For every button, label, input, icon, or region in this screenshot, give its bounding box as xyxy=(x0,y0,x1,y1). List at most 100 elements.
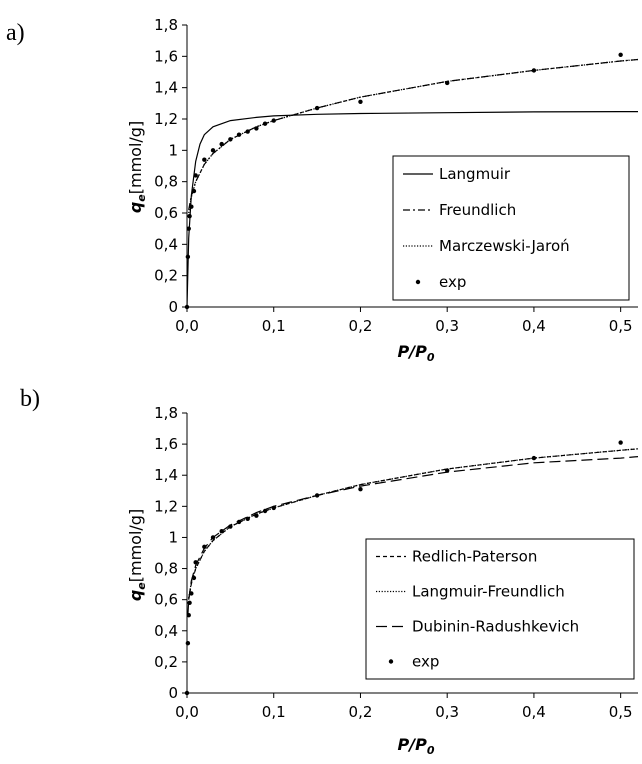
data-point-exp xyxy=(618,52,623,57)
series-line-dubinin-radushkevich xyxy=(187,456,639,616)
legend-label-exp: exp xyxy=(412,653,439,671)
legend-box-a xyxy=(392,155,630,301)
x-tick-label: 0,0 xyxy=(175,317,199,335)
legend-b: Redlich-Paterson Langmuir-Freundlich Dubin… xyxy=(365,538,635,680)
y-axis-unit-b: [mmol/g] xyxy=(126,509,145,582)
data-point-exp xyxy=(358,99,363,104)
y-axis-symbol-a: q xyxy=(126,202,145,213)
data-point-exp xyxy=(193,173,198,178)
data-point-exp xyxy=(228,524,233,529)
x-axis-subscript-b: 0 xyxy=(427,744,435,757)
y-tick-label: 1,2 xyxy=(154,110,178,128)
y-tick-label: 1,8 xyxy=(154,404,178,422)
y-tick-label: 0,2 xyxy=(154,267,178,285)
y-tick-label: 1,6 xyxy=(154,435,178,453)
data-point-exp xyxy=(314,493,320,498)
y-tick-label: 1,6 xyxy=(154,47,178,65)
data-point-exp xyxy=(236,519,242,525)
y-tick-label: 1,8 xyxy=(154,16,178,34)
y-tick-label: 0,8 xyxy=(154,560,178,578)
series-line-langmuir xyxy=(186,110,638,308)
legend-a: Langmuir Freundlich Marczewski-Jaroń exp xyxy=(392,155,630,301)
x-tick-label: 0,4 xyxy=(522,703,546,721)
data-point-exp xyxy=(358,487,363,492)
y-axis-subscript-a: e xyxy=(135,194,148,202)
legend-box-b xyxy=(365,538,635,680)
x-tick-label: 0,5 xyxy=(609,317,633,335)
data-point-exp xyxy=(219,529,224,534)
data-point-exp xyxy=(228,137,233,142)
data-point-exp xyxy=(202,157,207,162)
marks-a xyxy=(184,52,639,310)
data-point-exp xyxy=(184,304,190,310)
data-point-exp xyxy=(271,118,276,123)
y-tick-label: 0 xyxy=(168,298,178,316)
legend-swatch-exp xyxy=(388,659,394,664)
data-point-exp xyxy=(271,505,276,511)
y-tick-label: 1,2 xyxy=(154,497,178,515)
legend-items-a: Langmuir Freundlich Marczewski-Jaroń exp xyxy=(403,165,570,291)
y-tick-label: 0,6 xyxy=(154,204,178,222)
y-tick-label: 0 xyxy=(168,684,178,702)
y-axis-unit-a: [mmol/g] xyxy=(126,121,145,194)
panel-label-b: b) xyxy=(20,386,40,412)
y-tick-label: 0,4 xyxy=(154,235,178,253)
y-tick-label: 0,4 xyxy=(154,622,178,640)
legend-label-redlich-paterson: Redlich-Paterson xyxy=(412,548,537,566)
chart-panel-a: a) qe[mmol/g] P/P0 00,20,40,60,811,21,41… xyxy=(6,16,639,364)
data-point-exp xyxy=(618,440,623,445)
data-point-exp xyxy=(245,129,250,134)
legend-items-b: Redlich-Paterson Langmuir-Freundlich Dubin… xyxy=(376,548,579,671)
x-tick-label: 0,1 xyxy=(262,317,286,335)
y-axis-subscript-b: e xyxy=(135,582,148,590)
legend-label-langmuir-freundlich: Langmuir-Freundlich xyxy=(412,583,565,601)
data-point-exp xyxy=(191,188,197,194)
data-point-exp xyxy=(444,80,450,86)
x-axis-main-a: P/P xyxy=(398,342,428,361)
x-tick-label: 0,4 xyxy=(522,317,546,335)
data-point-exp xyxy=(236,132,242,137)
x-tick-label: 0,1 xyxy=(262,703,286,721)
x-axis-title-a: P/P0 xyxy=(398,342,435,364)
y-axis-title-a: qe[mmol/g] xyxy=(126,121,148,213)
legend-label-freundlich: Freundlich xyxy=(439,201,516,219)
x-tick-label: 0,3 xyxy=(435,317,459,335)
legend-label-langmuir: Langmuir xyxy=(439,165,511,183)
data-point-exp xyxy=(186,226,191,231)
y-tick-label: 1,4 xyxy=(154,79,178,97)
data-point-exp xyxy=(185,254,191,260)
x-axis-title-b: P/P0 xyxy=(398,735,435,757)
data-point-exp xyxy=(189,591,194,596)
panel-label-a: a) xyxy=(6,20,25,46)
legend-swatch-exp xyxy=(415,279,421,285)
chart-panel-b: b) qe[mmol/g] P/P0 00,20,40,60,811,21,41… xyxy=(20,386,639,757)
y-axis-symbol-b: q xyxy=(126,590,145,601)
data-point-exp xyxy=(262,121,268,126)
axes-b: 0 0,2 0,4 0,6 0,8 1 1,2 1,4 1,6 1,8 0,0 0,1 0,2 0,3 0,… xyxy=(154,404,638,721)
y-tick-label: 1 xyxy=(168,141,178,159)
y-tick-label: 0,2 xyxy=(154,653,178,671)
data-point-exp xyxy=(210,148,216,153)
data-point-exp xyxy=(186,613,191,618)
legend-label-marczewski-jaro-: Marczewski-Jaroń xyxy=(439,237,570,255)
x-tick-label: 0,2 xyxy=(349,317,373,335)
y-tick-label: 1 xyxy=(168,528,178,546)
marks-b xyxy=(184,440,639,696)
legend-label-exp: exp xyxy=(439,273,466,291)
data-point-exp xyxy=(210,535,216,540)
axes-a: 0 0,2 0,4 0,6 0,8 1 1,2 1,4 1,6 1,8 0,0 0,1 0,2 0,3 0,… xyxy=(154,16,638,335)
data-point-exp xyxy=(184,690,190,696)
data-point-exp xyxy=(219,141,224,147)
data-point-exp xyxy=(531,455,537,461)
y-axis-title-b: qe[mmol/g] xyxy=(126,509,148,601)
data-point-exp xyxy=(262,508,268,514)
legend-label-dubinin-radushkevich: Dubinin-Radushkevich xyxy=(412,618,579,636)
x-tick-label: 0,3 xyxy=(435,703,459,721)
x-tick-label: 0,2 xyxy=(349,703,373,721)
data-point-exp xyxy=(191,575,197,581)
data-point-exp xyxy=(187,600,192,605)
x-axis-subscript-a: 0 xyxy=(427,351,435,364)
data-point-exp xyxy=(187,213,192,219)
x-axis-main-b: P/P xyxy=(398,735,428,754)
data-point-exp xyxy=(314,105,320,111)
